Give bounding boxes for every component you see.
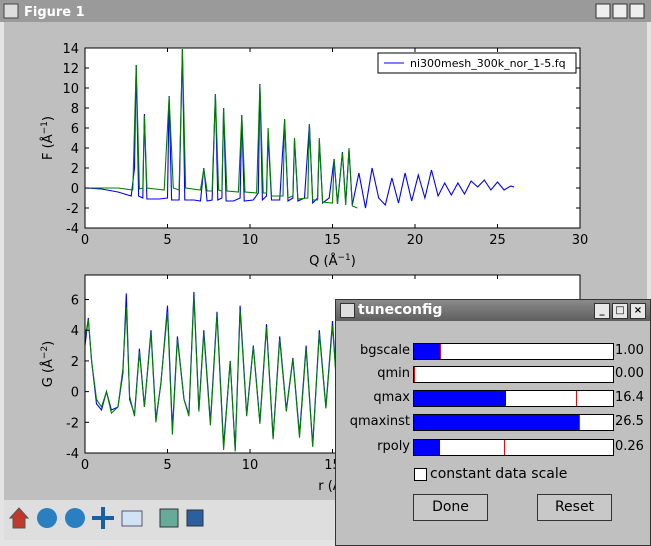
x-tick-label: 30 xyxy=(572,233,589,248)
y-tick-label: -4 xyxy=(66,222,79,237)
slider-initial-marker xyxy=(440,344,441,359)
slider-initial-marker xyxy=(576,391,577,406)
x-tick-label: 20 xyxy=(407,233,424,248)
y-tick-label: 4 xyxy=(71,142,79,157)
save-button[interactable] xyxy=(187,510,203,526)
close-button[interactable]: × xyxy=(630,303,646,319)
slider-track[interactable] xyxy=(413,390,614,407)
maximize-button[interactable] xyxy=(613,4,627,18)
slider-value: 26.5 xyxy=(615,414,644,430)
title-bar xyxy=(0,0,651,22)
checkbox[interactable] xyxy=(414,468,427,481)
tuneconfig-dialog: tuneconfig _ □ × bgscale 1.00 qmin 0.00 qmax… xyxy=(335,299,651,546)
dialog-icon xyxy=(340,303,355,318)
x-axis-label-part: −1 xyxy=(337,253,350,263)
slider-label: qmaxinst xyxy=(350,414,410,430)
window-title: Figure 1 xyxy=(24,5,85,20)
slider-fill xyxy=(414,415,579,430)
slider-row: qmin 0.00 xyxy=(336,366,650,382)
y-axis-label-part: G (Å xyxy=(40,359,56,387)
x-tick-label: 25 xyxy=(489,233,506,248)
window-icon xyxy=(4,4,18,18)
y-axis-label-part: −2 xyxy=(40,346,50,359)
y-tick-label: 10 xyxy=(62,82,79,97)
y-tick-label: 14 xyxy=(62,42,79,57)
y-axis-label-part: F (Å xyxy=(40,134,56,160)
slider-row: qmax 16.4 xyxy=(336,390,650,406)
y-tick-label: 4 xyxy=(71,324,79,339)
y-axis-label-part: ) xyxy=(41,116,56,121)
slider-track[interactable] xyxy=(413,414,614,431)
slider-initial-marker xyxy=(579,415,580,430)
subplots-button[interactable] xyxy=(160,509,178,527)
slider-track[interactable] xyxy=(413,366,614,383)
x-tick-label: 10 xyxy=(242,458,259,473)
x-tick-label: 15 xyxy=(324,233,341,248)
slider-fill xyxy=(414,391,506,406)
dialog-title-bar: tuneconfig _ □ × xyxy=(336,300,650,321)
slider-label: rpoly xyxy=(377,439,410,455)
back-button[interactable] xyxy=(37,508,57,528)
reset-button[interactable]: Reset xyxy=(537,494,612,521)
y-tick-label: 2 xyxy=(71,355,79,370)
slider-initial-marker xyxy=(504,440,505,455)
y-tick-label: -2 xyxy=(66,202,79,217)
slider-value: 0.26 xyxy=(615,439,644,455)
x-tick-label: 0 xyxy=(81,233,89,248)
slider-row: rpoly 0.26 xyxy=(336,439,650,455)
y-tick-label: 8 xyxy=(71,102,79,117)
y-axis-label-part: ) xyxy=(41,341,56,346)
x-axis-label-part: ) xyxy=(351,254,356,269)
x-tick-label: 10 xyxy=(242,233,259,248)
slider-fill xyxy=(414,344,440,359)
x-tick-label: 5 xyxy=(163,233,171,248)
legend-label: ni300mesh_300k_nor_1-5.fq xyxy=(410,57,566,70)
slider-value: 1.00 xyxy=(615,343,644,359)
zoom-button[interactable] xyxy=(122,511,142,526)
slider-label: bgscale xyxy=(360,343,410,359)
y-tick-label: 6 xyxy=(71,294,79,309)
x-axis-label-part: Q (Å xyxy=(309,253,337,269)
minimize-button[interactable]: _ xyxy=(594,303,610,319)
forward-button[interactable] xyxy=(65,508,85,528)
slider-initial-marker xyxy=(414,367,415,382)
y-tick-label: 0 xyxy=(71,386,79,401)
done-button[interactable]: Done xyxy=(413,494,488,521)
close-button[interactable] xyxy=(630,4,644,18)
slider-label: qmax xyxy=(373,390,410,406)
slider-value: 16.4 xyxy=(615,390,644,406)
slider-track[interactable] xyxy=(413,343,614,360)
y-tick-label: 6 xyxy=(71,122,79,137)
y-tick-label: 0 xyxy=(71,182,79,197)
minimize-button[interactable] xyxy=(596,4,610,18)
maximize-button[interactable]: □ xyxy=(612,303,628,319)
y-tick-label: 2 xyxy=(71,162,79,177)
checkbox-label: constant data scale xyxy=(430,466,567,482)
slider-fill xyxy=(414,440,440,455)
slider-track[interactable] xyxy=(413,439,614,456)
y-tick-label: -4 xyxy=(66,447,79,462)
slider-row: bgscale 1.00 xyxy=(336,343,650,359)
x-tick-label: 5 xyxy=(163,458,171,473)
slider-row: qmaxinst 26.5 xyxy=(336,414,650,430)
x-tick-label: 0 xyxy=(81,458,89,473)
y-axis-label-part: −1 xyxy=(40,121,50,134)
y-tick-label: 12 xyxy=(62,62,79,77)
y-tick-label: -2 xyxy=(66,416,79,431)
slider-label: qmin xyxy=(377,366,410,382)
dialog-title: tuneconfig xyxy=(358,302,442,318)
slider-value: 0.00 xyxy=(615,366,644,382)
